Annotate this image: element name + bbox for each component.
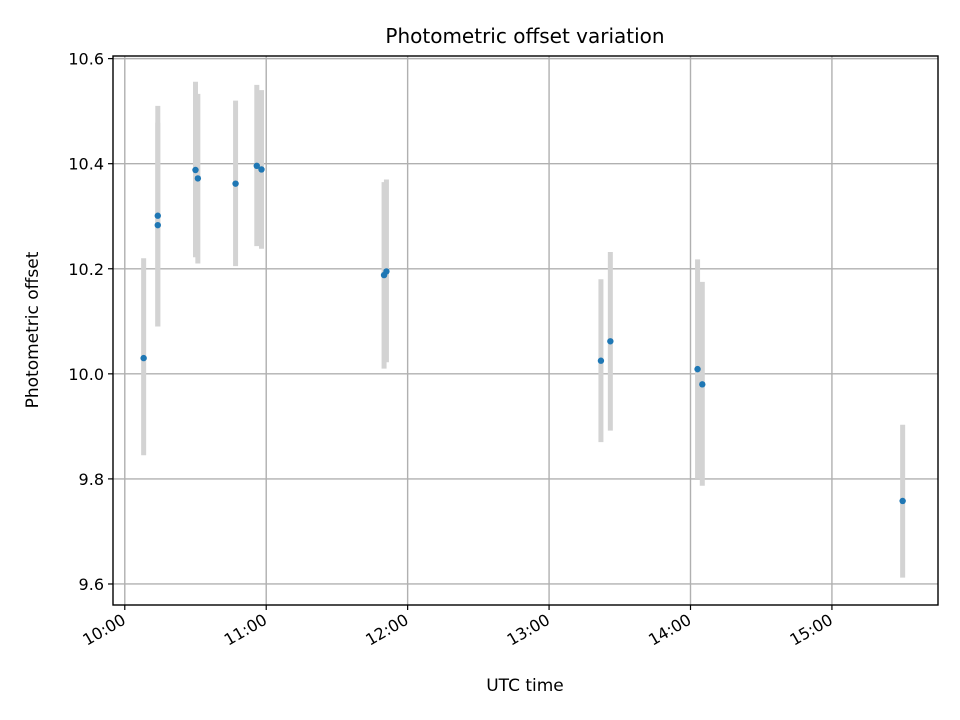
plot-frame: [112, 55, 939, 606]
grid-layer: [113, 56, 938, 605]
plot-background: [113, 56, 938, 605]
y-axis-label: Photometric offset: [23, 251, 43, 408]
y-tick-label: 10.2: [68, 260, 104, 279]
data-point: [694, 365, 701, 373]
y-tick-label: 10.4: [68, 155, 104, 174]
data-point: [258, 166, 265, 173]
data-point: [899, 497, 906, 505]
data-point: [699, 381, 706, 388]
data-point: [607, 338, 614, 345]
x-tick-label: 10:00: [79, 610, 128, 650]
data-point: [597, 357, 605, 364]
x-tick-label: 14:00: [645, 610, 694, 650]
data-point: [140, 354, 147, 362]
chart-title: Photometric offset variation: [385, 24, 664, 48]
y-tick-label: 9.6: [79, 575, 104, 594]
point-layer: [140, 162, 906, 505]
data-point: [192, 166, 199, 174]
data-point: [194, 175, 202, 182]
x-tick-label: 11:00: [221, 610, 270, 650]
data-point: [383, 268, 390, 275]
y-tick-label: 10.0: [68, 365, 104, 384]
data-point: [154, 221, 161, 229]
y-tick-label: 10.6: [68, 50, 104, 69]
data-point: [232, 180, 239, 187]
x-tick-label: 13:00: [504, 610, 553, 650]
y-tick-label: 9.8: [79, 470, 104, 489]
x-tick-label: 15:00: [786, 610, 835, 650]
x-axis-label: UTC time: [486, 676, 564, 696]
data-point: [253, 162, 260, 169]
x-tick-label: 12:00: [362, 610, 411, 650]
data-point: [154, 212, 161, 219]
